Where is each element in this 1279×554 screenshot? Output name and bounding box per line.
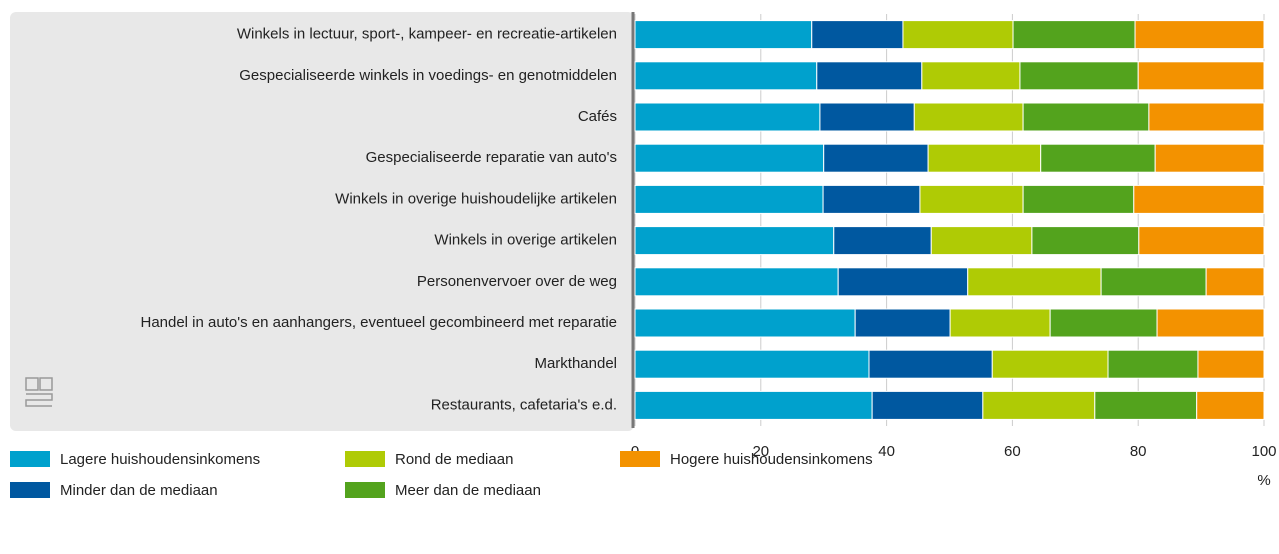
x-tick-label: 100 (1251, 443, 1276, 460)
bar-segment (967, 267, 1102, 297)
legend-swatch (345, 451, 385, 467)
x-tick-label: 80 (1130, 443, 1147, 460)
bar-segment (902, 20, 1014, 50)
bar-segment (982, 390, 1096, 420)
bar-segment (1133, 184, 1265, 214)
category-label: Personenvervoer over de weg (417, 273, 617, 290)
category-label: Gespecialiseerde reparatie van auto's (366, 149, 617, 166)
bar-segment (949, 308, 1051, 338)
legend-label: Lagere huishoudensinkomens (60, 451, 260, 468)
bar-segment (1137, 61, 1265, 91)
category-label: Gespecialiseerde winkels in voedings- en… (239, 67, 617, 84)
bar-segment (1012, 20, 1136, 50)
category-label: Cafés (578, 108, 617, 125)
bar-segment (634, 390, 873, 420)
bar-segment (1049, 308, 1158, 338)
bar-segment (823, 143, 929, 173)
bar-segment (634, 267, 839, 297)
bar-segment (837, 267, 969, 297)
bar-segment (634, 61, 818, 91)
bar-segment (634, 308, 856, 338)
legend-label: Hogere huishoudensinkomens (670, 451, 873, 468)
bar-segment (811, 20, 904, 50)
bar-segment (913, 102, 1024, 132)
x-tick-label: 20 (752, 443, 769, 460)
bar-segment (1148, 102, 1265, 132)
bar-segment (1022, 184, 1135, 214)
category-label: Markthandel (534, 355, 617, 372)
bar-segment (1040, 143, 1156, 173)
bar-segment (1138, 226, 1265, 256)
bar-segment (816, 61, 923, 91)
legend-swatch (345, 482, 385, 498)
category-label: Winkels in overige huishoudelijke artike… (335, 190, 617, 207)
bar-segment (1022, 102, 1150, 132)
x-tick-label: 40 (878, 443, 895, 460)
legend-swatch (620, 451, 660, 467)
bar-segment (1134, 20, 1265, 50)
bar-segment (1156, 308, 1265, 338)
category-label: Handel in auto's en aanhangers, eventuee… (140, 314, 617, 331)
bar-segment (634, 20, 813, 50)
x-tick-label: 60 (1004, 443, 1021, 460)
bar-segment (991, 349, 1109, 379)
bar-segment (1031, 226, 1140, 256)
legend-swatch (10, 482, 50, 498)
label-panel (10, 12, 634, 431)
bar-segment (1094, 390, 1198, 420)
category-label: Winkels in lectuur, sport-, kampeer- en … (237, 26, 617, 43)
bar-segment (927, 143, 1042, 173)
bar-segment (634, 184, 824, 214)
bar-segment (634, 102, 821, 132)
bar-segment (634, 226, 835, 256)
bar-segment (634, 349, 870, 379)
category-label: Winkels in overige artikelen (434, 232, 617, 249)
bar-segment (1100, 267, 1207, 297)
bar-segment (930, 226, 1033, 256)
bar-segment (833, 226, 932, 256)
bar-segment (1107, 349, 1199, 379)
bar-segment (1196, 390, 1265, 420)
legend-swatch (10, 451, 50, 467)
bar-segment (1019, 61, 1139, 91)
bar-segment (921, 61, 1021, 91)
legend-label: Minder dan de mediaan (60, 482, 218, 499)
category-label: Restaurants, cafetaria's e.d. (431, 396, 617, 413)
bar-segment (819, 102, 915, 132)
bar-segment (1205, 267, 1265, 297)
bar-segment (871, 390, 984, 420)
bar-segment (1154, 143, 1265, 173)
legend-label: Meer dan de mediaan (395, 482, 541, 499)
bar-segment (634, 143, 825, 173)
bar-segment (854, 308, 951, 338)
bar-segment (868, 349, 993, 379)
x-axis-label: % (1257, 472, 1270, 489)
legend-label: Rond de mediaan (395, 451, 513, 468)
logo (25, 377, 53, 407)
bar-segment (1197, 349, 1265, 379)
bar-segment (919, 184, 1024, 214)
bar-segment (822, 184, 921, 214)
